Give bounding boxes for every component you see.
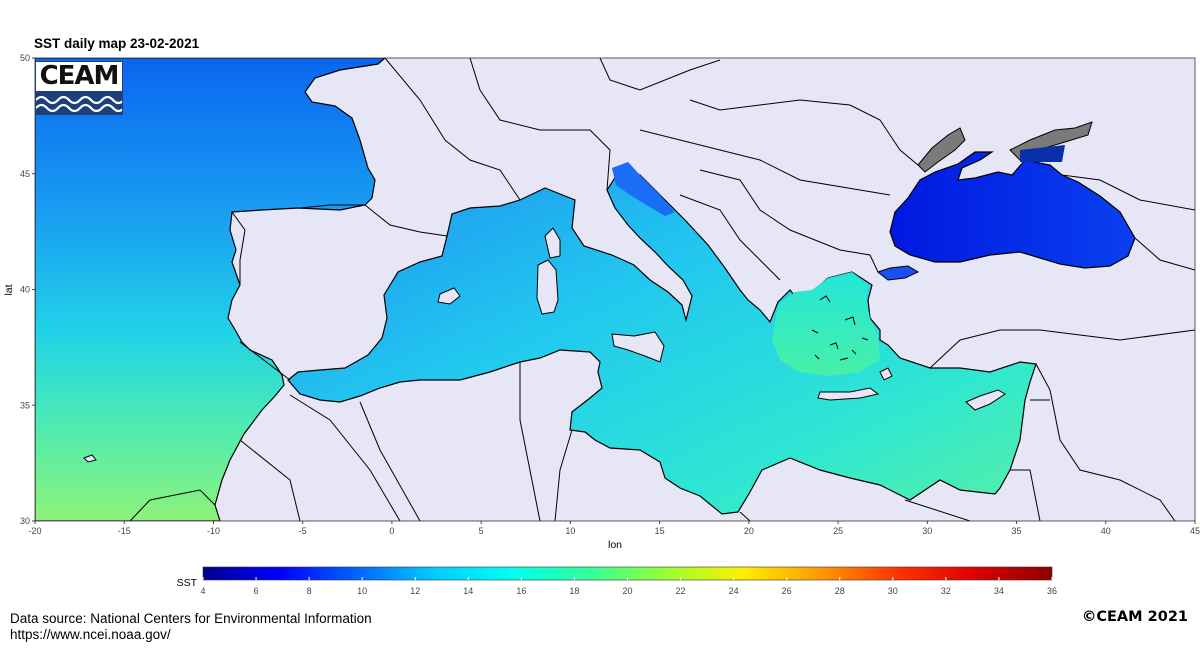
map-panel	[35, 58, 1195, 521]
x-axis-label: lon	[608, 539, 622, 551]
data-source-text: Data source: National Centers for Enviro…	[10, 611, 372, 626]
colorbar-tick-label: 20	[622, 586, 632, 596]
marmara-sea	[876, 265, 920, 281]
island-crete	[817, 387, 880, 401]
colorbar-tick-label: 16	[516, 586, 526, 596]
logo-waves-icon	[36, 91, 122, 114]
colorbar-tick-label: 12	[410, 586, 420, 596]
colorbar-tick-label: 36	[1047, 586, 1057, 596]
colorbar-tick-label: 26	[782, 586, 792, 596]
x-tick-label: 25	[833, 526, 843, 536]
y-axis: 50 45 40 35 30	[20, 53, 35, 526]
x-axis: -20 -15 -10 -5 0 5 10 15 20 25 30 35 40 45	[28, 521, 1200, 536]
adriatic-sea	[612, 162, 675, 216]
x-tick-label: -15	[118, 526, 131, 536]
island-canary	[83, 454, 97, 463]
y-axis-label: lat	[3, 284, 15, 295]
colorbar-tick-label: 14	[463, 586, 473, 596]
x-tick-label: 40	[1101, 526, 1111, 536]
colorbar-tick-label: 6	[254, 586, 259, 596]
x-tick-label: 45	[1190, 526, 1200, 536]
logo-text: CEAM	[39, 61, 120, 91]
colorbar-tick-label: 10	[357, 586, 367, 596]
copyright-text: ©CEAM 2021	[1081, 609, 1188, 625]
x-tick-label: 10	[565, 526, 575, 536]
colorbar-tick-label: 30	[888, 586, 898, 596]
island-sicily	[611, 331, 665, 363]
colorbar: SST 4 6 8 10 12 14 16 18 20 22 24 26 28 30 32 34 36	[177, 566, 1057, 596]
y-tick-label: 35	[20, 400, 30, 410]
x-tick-label: 35	[1012, 526, 1022, 536]
x-tick-label: 15	[655, 526, 665, 536]
colorbar-tick-label: 4	[200, 586, 205, 596]
x-tick-label: -5	[299, 526, 307, 536]
x-tick-label: -10	[207, 526, 220, 536]
island-rhodes	[879, 367, 893, 381]
colorbar-label: SST	[177, 577, 198, 589]
colorbar-tick-label: 28	[835, 586, 845, 596]
colorbar-tick-label: 34	[994, 586, 1004, 596]
atlantic-ocean	[35, 58, 386, 521]
x-tick-label: 0	[389, 526, 394, 536]
colorbar-tick-label: 22	[676, 586, 686, 596]
island-mallorca	[437, 287, 461, 305]
island-corsica	[544, 227, 561, 259]
data-source-url[interactable]: https://www.ncei.noaa.gov/	[10, 627, 171, 642]
aegean-sea	[772, 272, 880, 376]
colorbar-tick-label: 8	[307, 586, 312, 596]
y-tick-label: 40	[20, 285, 30, 295]
y-tick-label: 45	[20, 169, 30, 179]
colorbar-tick-label: 32	[941, 586, 951, 596]
colorbar-tick-label: 18	[569, 586, 579, 596]
islands-aegean	[811, 295, 869, 361]
x-tick-label: 30	[922, 526, 932, 536]
colorbar-tick-label: 24	[729, 586, 739, 596]
missing-data-patch-strip	[1020, 145, 1065, 162]
y-tick-label: 30	[20, 516, 30, 526]
island-cyprus	[965, 389, 1006, 411]
island-sardinia	[536, 259, 559, 315]
map-title: SST daily map 23-02-2021	[34, 36, 200, 51]
x-tick-label: 5	[479, 526, 484, 536]
x-tick-label: 20	[744, 526, 754, 536]
black-sea	[889, 151, 1136, 269]
ceam-logo: CEAM	[35, 61, 123, 115]
colorbar-ticks: 4 6 8 10 12 14 16 18 20 22 24 26 28 30 32 34 36	[200, 577, 1057, 596]
missing-data-patch-west	[917, 127, 966, 173]
x-tick-label: -20	[28, 526, 41, 536]
y-tick-label: 50	[20, 53, 30, 63]
country-borders	[129, 58, 1195, 521]
